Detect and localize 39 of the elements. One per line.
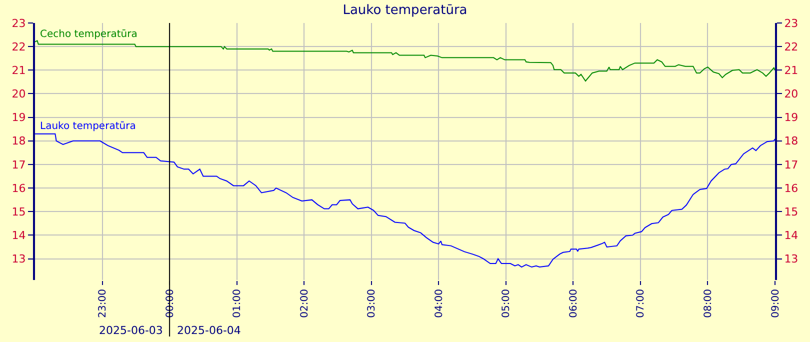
text: 2025-06-03 (99, 324, 163, 337)
chart-title: Lauko temperatūra (342, 3, 468, 18)
x-tick-label: 02:00 (299, 289, 310, 318)
y-tick-label: 16 (12, 182, 26, 195)
y2-tick-label: 17 (784, 158, 798, 172)
x-tick-label: 05:00 (501, 289, 512, 318)
x-tick-label: 09:00 (770, 289, 782, 318)
y-tick-label: 20 (12, 88, 26, 101)
y2-tick-label: 22 (784, 40, 798, 54)
x-tick-label: 08:00 (702, 289, 714, 318)
y-tick-label: 23 (12, 16, 26, 30)
series-label: Cecho temperatūra (40, 29, 138, 40)
y2-tick-label: 21 (784, 64, 798, 78)
x-tick-label: 01:00 (232, 289, 244, 318)
series-label: Lauko temperatūra (40, 121, 136, 132)
y-tick-label: 22 (12, 40, 26, 54)
y-tick-label: 21 (12, 64, 26, 78)
x-tick-label: 07:00 (636, 289, 647, 318)
y2-tick-label: 19 (784, 111, 798, 124)
y-tick-label: 18 (12, 134, 26, 148)
x-tick-label: 23:00 (98, 289, 109, 318)
y-tick-label: 13 (12, 252, 26, 266)
x-tick-label: 06:00 (568, 289, 580, 318)
y2-tick-label: 14 (784, 229, 798, 242)
line-series (35, 133, 775, 268)
line-series (35, 40, 775, 82)
y2-tick-label: 13 (784, 252, 798, 266)
y-tick-label: 19 (12, 111, 26, 124)
x-tick-label: 03:00 (366, 289, 378, 318)
y2-tick-label: 16 (784, 182, 798, 195)
y2-tick-label: 23 (784, 16, 798, 30)
x-tick-label: 04:00 (434, 289, 445, 318)
y2-tick-label: 18 (784, 134, 798, 148)
text: 2025-06-04 (177, 324, 241, 337)
y-tick-label: 14 (12, 229, 26, 242)
y2-tick-label: 15 (784, 205, 798, 218)
y-tick-label: 15 (12, 205, 26, 218)
y-tick-label: 17 (12, 158, 26, 172)
y2-tick-label: 20 (784, 88, 798, 101)
